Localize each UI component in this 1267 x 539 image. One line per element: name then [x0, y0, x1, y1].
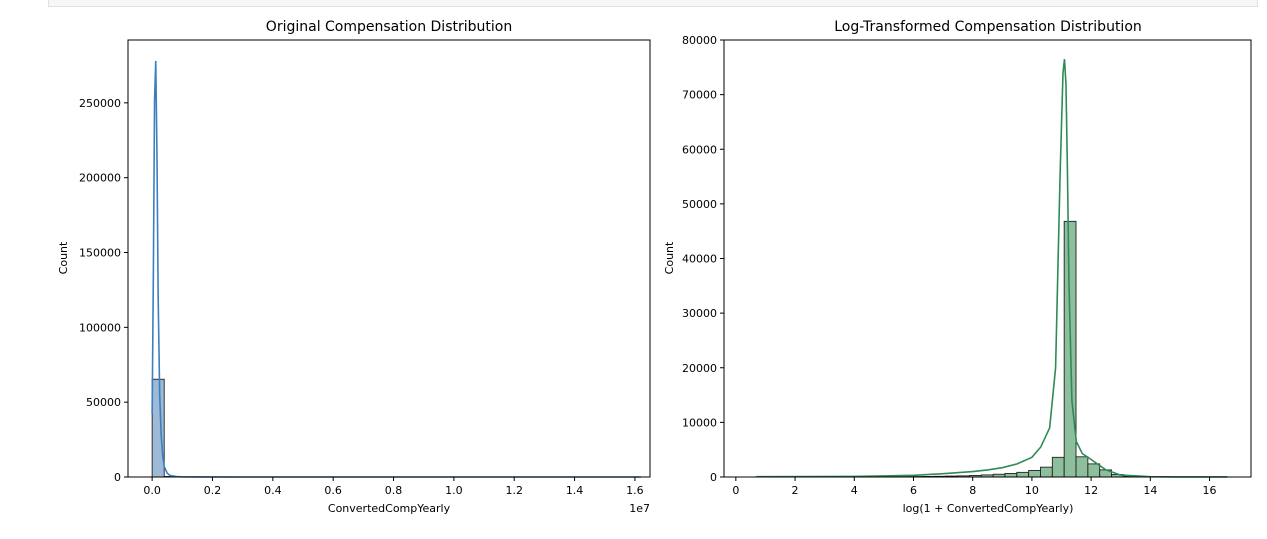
plot-frame: [723, 39, 1252, 478]
x-tick-label: 0.0: [143, 484, 161, 497]
y-tick-label: 250000: [79, 97, 121, 110]
x-tick-label: 8: [969, 484, 976, 497]
histogram-bar: [151, 378, 165, 478]
x-tick-label: 1.6: [626, 484, 644, 497]
plot-frame: [127, 39, 651, 478]
x-tick-label: 14: [1143, 484, 1157, 497]
plot-log-compensation: Log-Transformed Compensation Distributio…: [663, 19, 1252, 515]
y-tick-label: 50000: [682, 198, 717, 211]
x-tick-label: 4: [851, 484, 858, 497]
x-tick-label: 12: [1084, 484, 1098, 497]
y-tick-label: 50000: [86, 396, 121, 409]
histogram-bar: [1075, 456, 1089, 478]
y-axis-label: Count: [663, 241, 676, 274]
x-tick-label: 0.8: [385, 484, 403, 497]
notebook-cell-border: [48, 0, 1258, 7]
x-tick-label: 16: [1203, 484, 1217, 497]
y-tick-label: 80000: [682, 34, 717, 47]
plot-marks: 0 2 4 6 8 10 12 14 16 0 10000 20000 30000 40000 50000 6…: [682, 34, 1228, 497]
plot-title: Original Compensation Distribution: [266, 19, 512, 35]
y-tick-label: 10000: [682, 416, 717, 429]
y-tick-label: 100000: [79, 321, 121, 334]
y-tick-label: 200000: [79, 172, 121, 185]
y-tick-label: 30000: [682, 307, 717, 320]
histogram-bar: [1028, 469, 1041, 478]
plot-title: Log-Transformed Compensation Distributio…: [834, 19, 1142, 35]
y-tick-label: 60000: [682, 143, 717, 156]
y-tick-label: 20000: [682, 362, 717, 375]
histogram-bar: [1087, 463, 1101, 478]
x-tick-label: 0.2: [204, 484, 222, 497]
plot-original-compensation: Original Compensation Distribution Conve…: [57, 19, 651, 515]
x-tick-label: 10: [1025, 484, 1039, 497]
kde-line: [151, 60, 641, 478]
y-tick-label: 0: [710, 471, 717, 484]
x-tick-label: 0: [732, 484, 739, 497]
histogram-bar: [1016, 471, 1030, 478]
y-axis-label: Count: [57, 241, 70, 274]
x-tick-label: 0.6: [324, 484, 342, 497]
x-tick-label: 6: [910, 484, 917, 497]
y-tick-label: 70000: [682, 89, 717, 102]
histogram-bar: [1040, 466, 1053, 478]
x-axis-offset-label: 1e7: [629, 502, 650, 515]
x-axis-label: log(1 + ConvertedCompYearly): [903, 502, 1074, 515]
y-tick-label: 40000: [682, 253, 717, 266]
plot-marks: 0.0 0.2 0.4 0.6 0.8 1.0 1.2 1.4 1.6 0 50000 100000 1…: [79, 60, 644, 497]
histogram-bar: [1004, 473, 1018, 478]
kde-line: [756, 59, 1228, 478]
x-tick-label: 0.4: [264, 484, 282, 497]
x-tick-label: 1.0: [445, 484, 463, 497]
histogram-bar: [1051, 456, 1065, 478]
x-tick-label: 2: [792, 484, 799, 497]
y-tick-label: 0: [114, 471, 121, 484]
x-tick-label: 1.4: [566, 484, 584, 497]
x-axis-label: ConvertedCompYearly: [328, 502, 451, 515]
y-tick-label: 150000: [79, 247, 121, 260]
x-tick-label: 1.2: [505, 484, 523, 497]
